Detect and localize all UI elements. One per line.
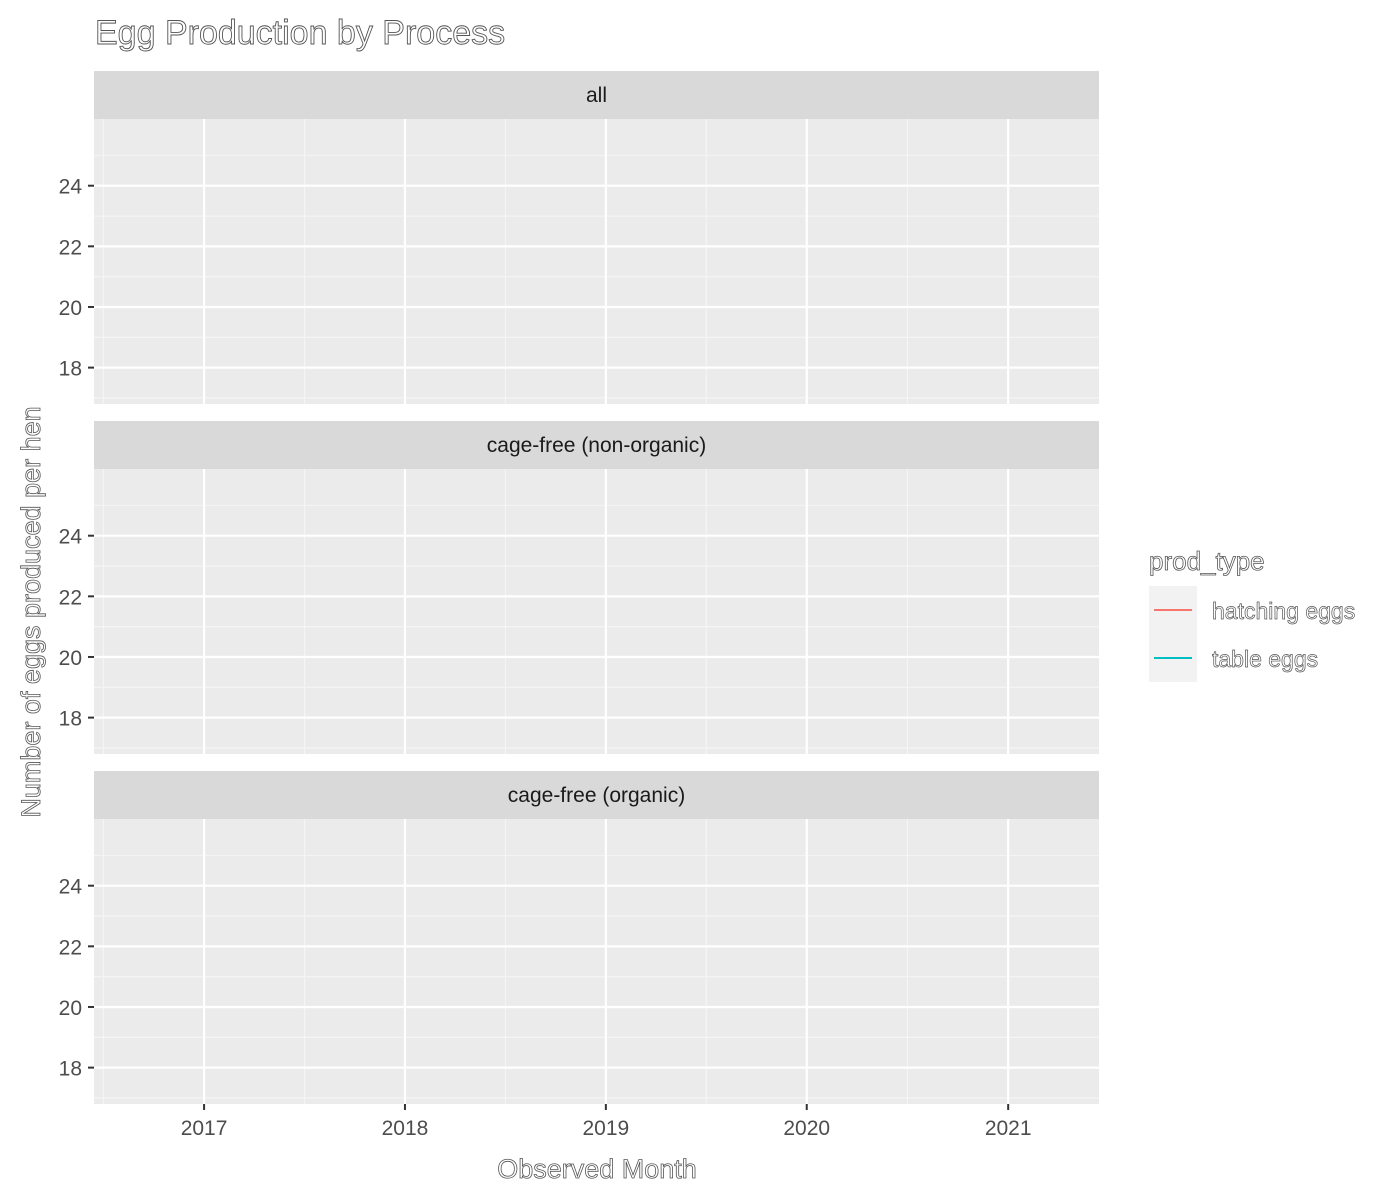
x-tick-label: 2017 — [181, 1117, 228, 1140]
y-tick-label: 18 — [59, 708, 82, 731]
facet-strip — [94, 71, 1099, 119]
x-tick-label: 2020 — [783, 1117, 830, 1140]
x-tick-label: 2021 — [985, 1117, 1032, 1140]
facet-strip — [94, 771, 1099, 819]
y-tick-label: 18 — [59, 358, 82, 381]
y-tick-label: 22 — [59, 236, 82, 259]
legend-label: table eggs — [1212, 646, 1318, 672]
y-tick-label: 24 — [59, 526, 83, 549]
y-tick-label: 24 — [59, 176, 83, 199]
y-axis-title: Number of eggs produced per hen — [16, 406, 46, 817]
facet-panels: all 18 20 22 24 cage-free (non-organic) 18 20 22… — [59, 71, 1099, 1104]
facet-panel — [94, 119, 1099, 404]
y-tick-label: 22 — [59, 586, 82, 609]
y-tick-label: 22 — [59, 936, 82, 959]
x-tick-label: 2018 — [382, 1117, 429, 1140]
legend-title: prod_type — [1149, 546, 1265, 576]
facet-strip — [94, 421, 1099, 469]
x-axis: 2017 2018 2019 2020 2021 — [181, 1104, 1032, 1140]
facet-2: cage-free (organic) 18 20 22 24 — [59, 771, 1099, 1104]
chart-title: Egg Production by Process — [95, 14, 505, 52]
y-tick-label: 20 — [59, 297, 82, 320]
x-axis-title: Observed Month — [497, 1154, 697, 1184]
legend-label: hatching eggs — [1212, 598, 1355, 624]
legend: prod_type hatching eggs table eggs — [1149, 546, 1356, 682]
facet-strip-label: cage-free (non-organic) — [487, 434, 706, 457]
y-tick-label: 18 — [59, 1058, 82, 1081]
facet-strip-label: all — [586, 84, 607, 107]
facet-panel — [94, 819, 1099, 1104]
facet-panel — [94, 469, 1099, 754]
facet-0: all 18 20 22 24 — [59, 71, 1099, 404]
y-tick-label: 24 — [59, 876, 83, 899]
y-tick-label: 20 — [59, 997, 82, 1020]
facet-1: cage-free (non-organic) 18 20 22 24 — [59, 421, 1099, 754]
legend-keys: hatching eggs table eggs — [1149, 586, 1356, 682]
y-tick-label: 20 — [59, 647, 82, 670]
x-tick-label: 2019 — [582, 1117, 629, 1140]
facet-strip-label: cage-free (organic) — [508, 784, 685, 807]
